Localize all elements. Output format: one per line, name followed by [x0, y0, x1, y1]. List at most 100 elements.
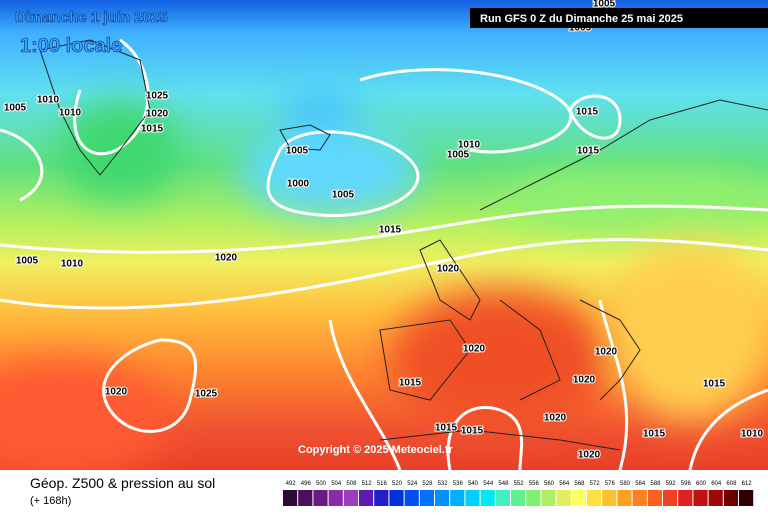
scale-swatch [617, 490, 632, 506]
scale-swatch [374, 490, 389, 506]
scale-label: 564 [559, 481, 570, 487]
isobar-label: 1020 [573, 375, 596, 386]
isobar-label: 1025 [146, 91, 169, 102]
isobar-label: 1020 [544, 413, 567, 424]
isobar-label: 1020 [437, 264, 460, 275]
scale-swatch [343, 490, 358, 506]
isobar-label: 1005 [447, 150, 470, 161]
forecast-lead: (+ 168h) [30, 495, 71, 507]
scale-swatch [298, 490, 313, 506]
scale-swatch [495, 490, 510, 506]
scale-swatch [419, 490, 434, 506]
scale-swatch [693, 490, 708, 506]
scale-label: 504 [331, 481, 342, 487]
isobar-label: 1010 [59, 108, 82, 119]
isobar-label: 1010 [458, 140, 481, 151]
scale-label: 568 [574, 481, 585, 487]
run-info: Run GFS 0 Z du Dimanche 25 mai 2025 [480, 13, 683, 25]
scale-swatch [328, 490, 343, 506]
scale-label: 528 [422, 481, 433, 487]
scale-swatch [647, 490, 662, 506]
isobar-label: 1015 [399, 378, 422, 389]
scale-label: 540 [468, 481, 479, 487]
scale-swatch [526, 490, 541, 506]
scale-label: 612 [742, 481, 753, 487]
run-box [470, 8, 768, 28]
scale-label: 580 [620, 481, 631, 487]
scale-label: 508 [346, 481, 357, 487]
scale-swatch [435, 490, 450, 506]
isobar-label: 1015 [461, 426, 484, 437]
scale-label: 548 [498, 481, 509, 487]
copyright: Copyright © 2025 Meteociel.fr [298, 444, 454, 456]
scale-label: 576 [605, 481, 616, 487]
isobar-label: 1015 [576, 107, 599, 118]
scale-label: 572 [590, 481, 601, 487]
scale-label: 544 [483, 481, 494, 487]
isobar-label: 1005 [16, 256, 39, 267]
scale-swatch [404, 490, 419, 506]
scale-swatch [389, 490, 404, 506]
scale-swatch [587, 490, 602, 506]
isobar-label: 1020 [595, 347, 618, 358]
scale-label: 492 [286, 481, 297, 487]
scale-swatch [678, 490, 693, 506]
scale-label: 604 [711, 481, 722, 487]
scale-swatch [359, 490, 374, 506]
isobar-label: 1015 [703, 379, 726, 390]
isobar-label: 1010 [37, 95, 60, 106]
isobar-label: 1025 [195, 389, 218, 400]
footer-title: Géop. Z500 & pression au sol [30, 475, 215, 491]
scale-label: 516 [377, 481, 388, 487]
isobar-label: 1020 [146, 109, 169, 120]
scale-label: 556 [529, 481, 540, 487]
scale-label: 532 [438, 481, 449, 487]
scale-label: 588 [650, 481, 661, 487]
scale-swatch [739, 490, 754, 506]
isobar-label: 1005 [593, 0, 616, 10]
isobar-label: 1020 [215, 253, 238, 264]
scale-label: 600 [696, 481, 707, 487]
isobar-label: 1020 [463, 344, 486, 355]
isobar-label: 1015 [379, 225, 402, 236]
isobar-label: 1015 [577, 146, 600, 157]
scale-label: 592 [666, 481, 677, 487]
map-time: 1:00 locale [20, 35, 122, 57]
scale-label: 596 [681, 481, 692, 487]
scale-label: 496 [301, 481, 312, 487]
scale-label: 560 [544, 481, 555, 487]
scale-swatch [708, 490, 723, 506]
isobar-label: 1005 [286, 146, 309, 157]
scale-label: 608 [726, 481, 737, 487]
isobar-label: 1020 [105, 387, 128, 398]
scale-label: 500 [316, 481, 327, 487]
scale-swatch [602, 490, 617, 506]
isobar-label: 1015 [435, 423, 458, 434]
scale-label: 524 [407, 481, 418, 487]
scale-swatch [541, 490, 556, 506]
isobar-label: 1010 [61, 259, 84, 270]
scale-swatch [663, 490, 678, 506]
scale-swatch [450, 490, 465, 506]
scale-swatch [632, 490, 647, 506]
isobar-label: 1015 [643, 429, 666, 440]
scale-swatch [283, 490, 298, 506]
scale-swatch [723, 490, 738, 506]
isobar-label: 1005 [332, 190, 355, 201]
scale-swatch [556, 490, 571, 506]
color-scale: 492 496 500 504 508 512 516 520 524 528 532 536 540 5… [283, 481, 754, 506]
isobar-label: 1020 [578, 450, 601, 461]
scale-label: 584 [635, 481, 646, 487]
scale-swatch [465, 490, 480, 506]
scale-label: 520 [392, 481, 403, 487]
scale-swatch [511, 490, 526, 506]
scale-label: 512 [362, 481, 373, 487]
isobar-label: 1015 [141, 124, 164, 135]
scale-label: 552 [514, 481, 525, 487]
isobar-label: 1005 [4, 103, 27, 114]
map-title: Dimanche 1 juin 2025 [15, 9, 168, 26]
isobar-label: 1000 [287, 179, 310, 190]
scale-swatch [480, 490, 495, 506]
isobar-label: 1010 [741, 429, 764, 440]
